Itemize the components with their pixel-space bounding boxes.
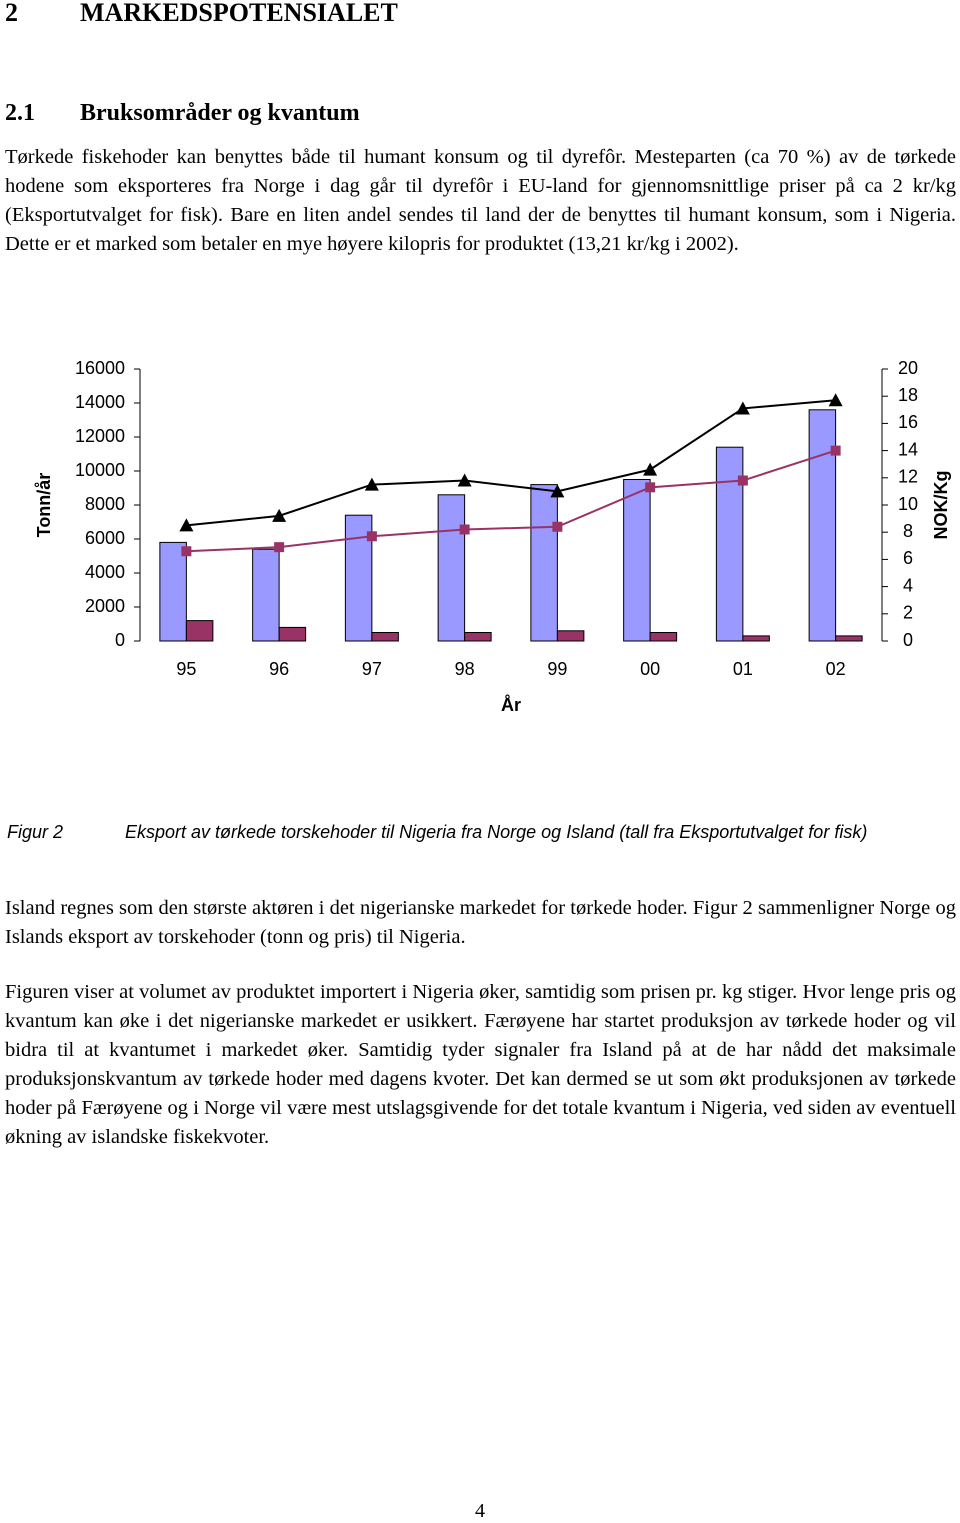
paragraph: Island regnes som den største aktøren i …: [5, 897, 956, 948]
bar: [530, 484, 558, 642]
x-tick-label: 97: [362, 659, 382, 679]
x-tick-label: 98: [455, 659, 475, 679]
x-tick-label: 01: [733, 659, 753, 679]
marker: [645, 482, 656, 493]
line: [186, 399, 836, 527]
bar: [556, 630, 585, 642]
y2-tick-label: 6: [903, 548, 913, 568]
bar: [278, 626, 307, 642]
y-tick-label: 14000: [75, 392, 125, 412]
marker: [274, 542, 285, 553]
marker: [828, 393, 843, 407]
bar: [159, 541, 187, 642]
y2-tick-label: 16: [898, 412, 918, 432]
y2-tick-label: 18: [898, 385, 918, 405]
y2-tick-label: 14: [898, 439, 918, 459]
line: [186, 449, 836, 553]
bar: [371, 632, 399, 642]
bar: [835, 635, 863, 642]
x-tick-label: 99: [547, 659, 567, 679]
y2-tick-label: 4: [903, 575, 913, 595]
caption-label: Figur 2: [7, 822, 64, 842]
marker: [457, 473, 472, 487]
bar: [649, 632, 678, 642]
marker: [550, 484, 565, 498]
marker: [459, 524, 470, 535]
marker: [272, 508, 287, 522]
marker: [366, 531, 377, 542]
paragraph: Figuren viser at volumet av produktet im…: [5, 981, 956, 1148]
subheading-number: 2.1: [5, 100, 35, 126]
marker: [735, 401, 750, 415]
heading-title: MARKEDSPOTENSIALET: [80, 0, 398, 27]
y-tick-label: 8000: [85, 494, 125, 514]
marker: [364, 477, 379, 491]
paragraph: Tørkede fiskehoder kan benyttes både til…: [5, 146, 956, 255]
y-tick-label: 6000: [85, 528, 125, 548]
y-tick-label: 10000: [75, 460, 125, 480]
marker: [737, 475, 748, 486]
y2-tick-label: 10: [898, 494, 918, 514]
marker: [181, 546, 192, 557]
bar: [464, 632, 492, 642]
y2-tick-label: 20: [898, 358, 918, 378]
y-tick-label: 4000: [85, 562, 125, 582]
y2-tick-label: 8: [903, 521, 913, 541]
y-tick-label: 0: [115, 630, 125, 650]
caption-text: Eksport av tørkede torskehoder til Niger…: [125, 822, 868, 842]
bar: [437, 494, 466, 642]
y2-axis-label: NOK/Kg: [931, 471, 951, 540]
x-tick-label: 96: [269, 659, 289, 679]
chart: Tonn/år NOK/Kg År 0200040006000800010000…: [34, 358, 951, 715]
subheading-title: Bruksområder og kvantum: [80, 100, 360, 126]
x-tick-label: 02: [826, 659, 846, 679]
page-number: 4: [475, 1500, 485, 1522]
bar: [742, 635, 770, 642]
y2-tick-label: 12: [898, 467, 918, 487]
bar: [623, 479, 651, 642]
y-tick-label: 16000: [75, 358, 125, 378]
x-tick-label: 00: [640, 659, 660, 679]
marker: [179, 518, 194, 532]
bar: [808, 409, 837, 642]
heading-number: 2: [5, 0, 18, 27]
y-axis-label: Tonn/år: [34, 473, 54, 538]
x-axis-label: År: [501, 695, 521, 715]
y2-tick-label: 0: [903, 630, 913, 650]
x-tick-label: 95: [176, 659, 196, 679]
marker: [830, 445, 841, 456]
marker: [643, 462, 658, 476]
y-tick-label: 2000: [85, 596, 125, 616]
marker: [552, 521, 563, 532]
y-tick-label: 12000: [75, 426, 125, 446]
bar: [185, 620, 214, 642]
bar: [252, 548, 280, 642]
y2-tick-label: 2: [903, 603, 913, 623]
